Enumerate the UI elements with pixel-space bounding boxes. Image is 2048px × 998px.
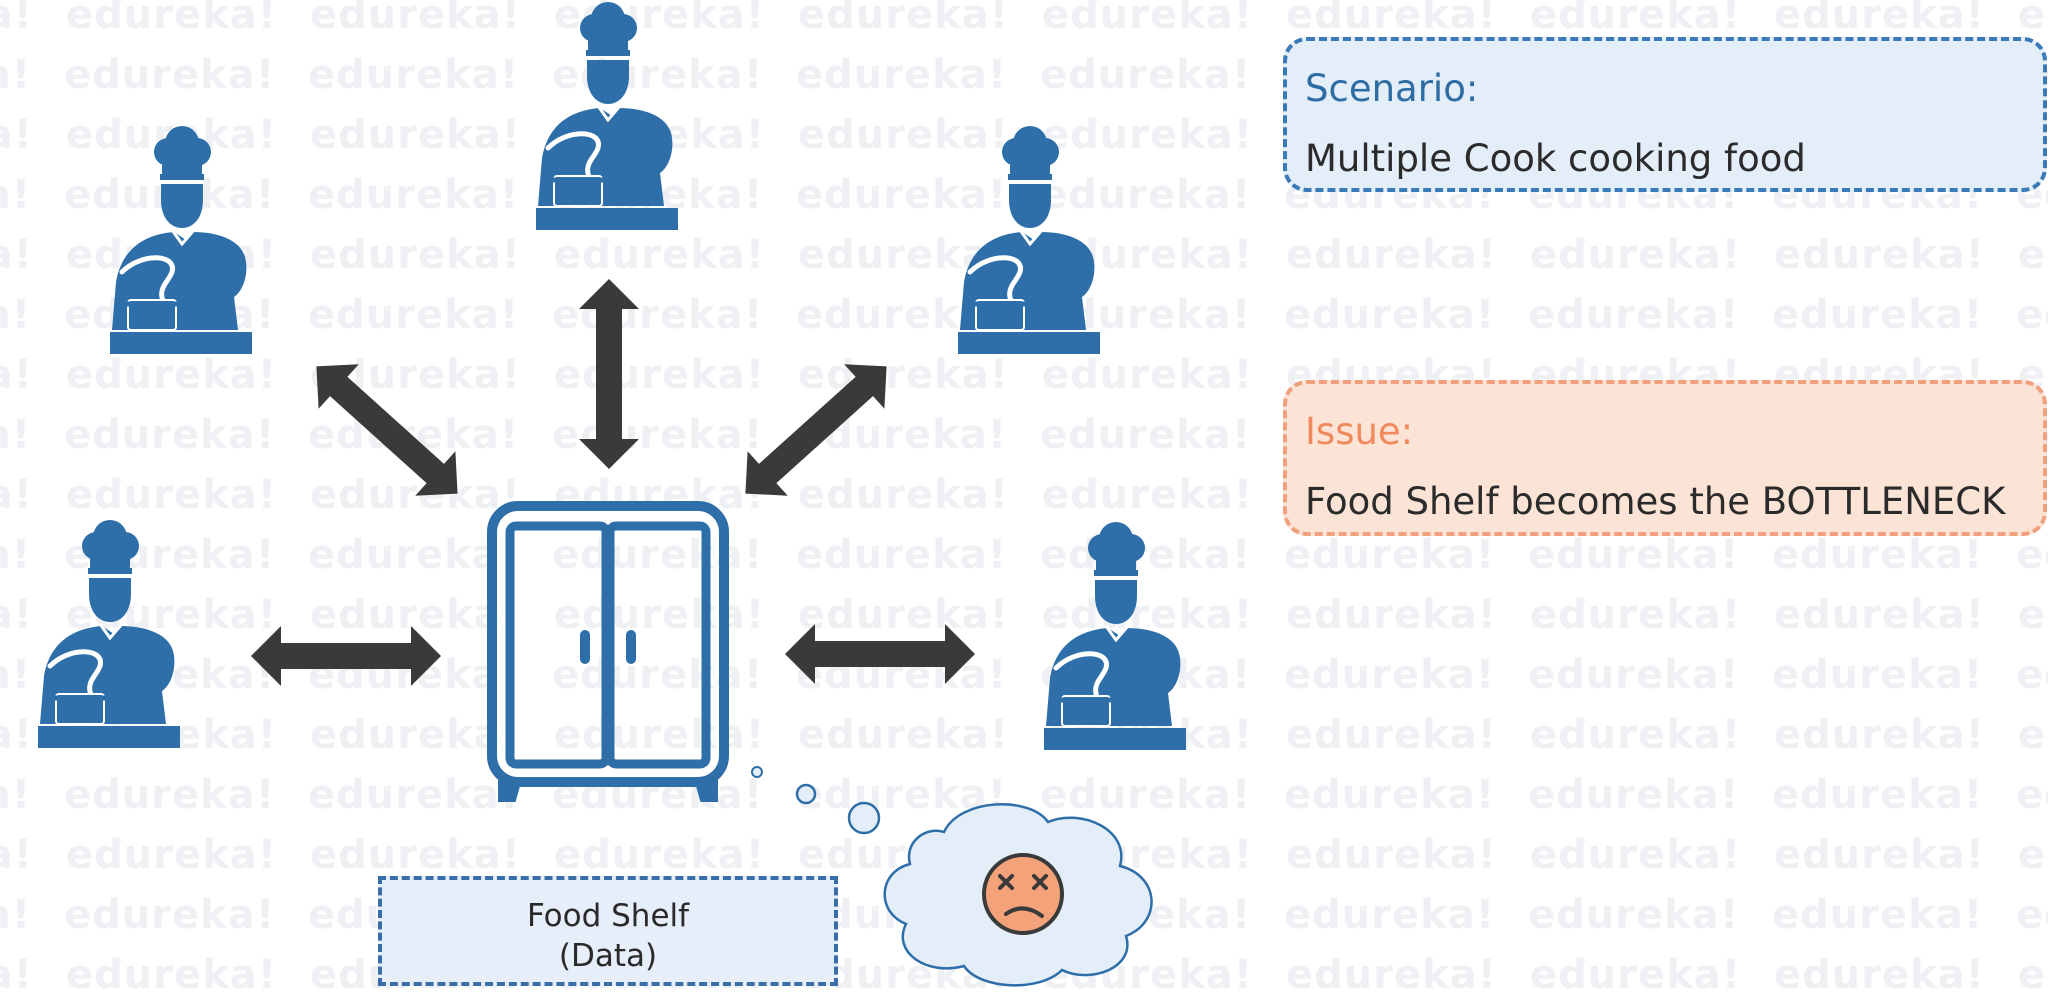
double-arrow-icon xyxy=(296,344,478,516)
double-arrow-icon xyxy=(579,279,639,469)
scenario-box: Scenario: Multiple Cook cooking food xyxy=(1283,37,2047,192)
food-shelf-label: Food Shelf xyxy=(526,898,690,934)
cook-icon xyxy=(110,126,252,354)
food-shelf-icon xyxy=(487,501,729,802)
issue-title: Issue: xyxy=(1305,410,1414,453)
thought-bubble-dot xyxy=(795,783,817,805)
scenario-text: Multiple Cook cooking food xyxy=(1305,137,1806,180)
issue-text: Food Shelf becomes the BOTTLENECK xyxy=(1305,480,2006,523)
cook-icon xyxy=(38,520,180,748)
issue-box: Issue: Food Shelf becomes the BOTTLENECK xyxy=(1283,380,2047,536)
double-arrow-icon xyxy=(725,344,907,516)
data-label: (Data) xyxy=(558,938,658,974)
thought-bubble-dot xyxy=(847,801,881,835)
sad-face-icon xyxy=(982,853,1064,935)
thought-bubble-dot xyxy=(751,766,763,778)
cook-icon xyxy=(1044,522,1186,750)
cook-icon xyxy=(536,2,678,230)
double-arrow-icon xyxy=(785,624,975,684)
double-arrow-icon xyxy=(251,626,441,686)
scenario-title: Scenario: xyxy=(1305,67,1479,110)
cook-icon xyxy=(958,126,1100,354)
food-shelf-label-box: Food Shelf (Data) xyxy=(378,876,838,986)
